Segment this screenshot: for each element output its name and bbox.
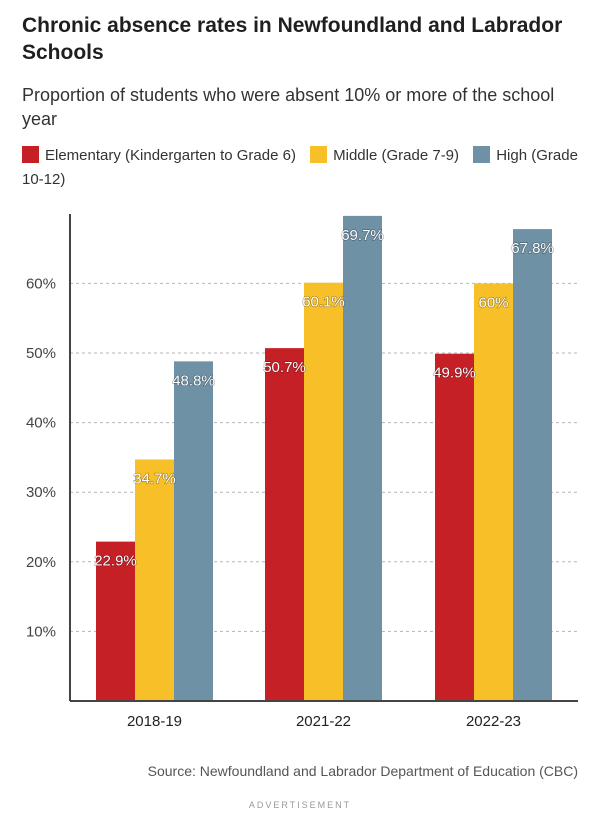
bar <box>174 361 213 701</box>
legend-swatch-elementary <box>22 146 39 163</box>
data-label: 60% <box>478 294 508 311</box>
y-tick-label: 40% <box>26 415 56 432</box>
bar <box>265 348 304 701</box>
bar <box>304 282 343 701</box>
legend-label-elementary: Elementary (Kindergarten to Grade 6) <box>45 147 296 164</box>
data-label: 22.9% <box>94 553 137 570</box>
data-label: 50.7% <box>263 359 306 376</box>
bar <box>343 215 382 701</box>
data-label: 60.1% <box>302 294 345 311</box>
bar <box>96 541 135 701</box>
x-tick-label: 2018-19 <box>127 713 182 730</box>
data-label: 34.7% <box>133 470 176 487</box>
legend-label-high: High (Grade 10-12) <box>22 147 578 188</box>
legend: Elementary (Kindergarten to Grade 6) Mid… <box>22 144 582 192</box>
chart-subtitle: Proportion of students who were absent 1… <box>22 85 555 129</box>
x-tick-label: 2021-22 <box>296 713 351 730</box>
chart-title: Chronic absence rates in Newfoundland an… <box>22 14 563 64</box>
source-note: Source: Newfoundland and Labrador Depart… <box>147 763 578 779</box>
y-tick-label: 50% <box>26 345 56 362</box>
legend-item-elementary: Elementary (Kindergarten to Grade 6) <box>22 146 296 164</box>
y-tick-label: 30% <box>26 484 56 501</box>
bar-chart: 10% 20% 30% 40% 50% 60% 22.9% 34.7% 48.8% 2018-19… <box>26 214 578 730</box>
bar <box>474 283 513 701</box>
bar <box>135 459 174 701</box>
legend-item-middle: Middle (Grade 7-9) <box>310 146 460 164</box>
data-label: 49.9% <box>433 365 476 382</box>
legend-swatch-middle <box>310 146 328 163</box>
y-tick-label: 60% <box>26 275 56 292</box>
data-label: 67.8% <box>511 240 554 257</box>
bar <box>435 353 474 701</box>
legend-swatch-high <box>473 146 491 163</box>
legend-label-middle: Middle (Grade 7-9) <box>333 147 460 164</box>
advertisement-label: ADVERTISEMENT <box>248 800 352 810</box>
data-label: 48.8% <box>172 372 215 389</box>
data-label: 69.7% <box>341 227 384 244</box>
x-tick-label: 2022-23 <box>466 713 521 730</box>
bar <box>513 229 552 701</box>
y-tick-label: 10% <box>26 623 56 640</box>
legend-item-high: High (Grade 10-12) <box>22 146 578 188</box>
y-tick-label: 20% <box>26 554 56 571</box>
